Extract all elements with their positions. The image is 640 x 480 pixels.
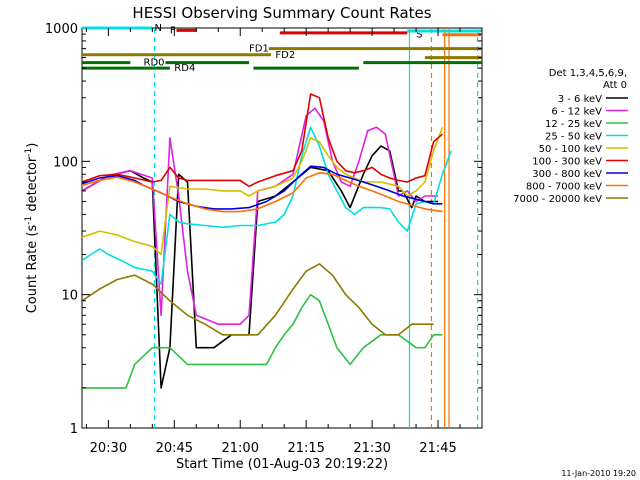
x-tick-label-5: 21:45 — [419, 441, 456, 456]
x-tick-label-2: 21:00 — [222, 441, 259, 456]
y-axis-label-part-0: Count Rate (s — [25, 225, 40, 314]
y-axis: 1 10 100 1000 — [45, 22, 482, 437]
series-line-3 — [82, 126, 452, 285]
flag-label-1: F — [170, 25, 176, 36]
plot-frame — [81, 27, 483, 429]
y-axis-label-part-2: detector — [25, 156, 40, 216]
series-line-6 — [82, 165, 443, 210]
x-axis: 20:30 20:45 21:00 21:15 21:30 21:45 — [85, 28, 483, 456]
series-line-8 — [82, 263, 434, 336]
flag-label-0: N — [155, 23, 162, 34]
flag-label-8: RD0 — [144, 58, 165, 69]
legend-header-0: Det 1,3,4,5,6,9, — [549, 68, 627, 79]
y-tick-label-0: 1 — [70, 422, 78, 437]
x-tick-label-0: 20:30 — [90, 441, 127, 456]
y-tick-label-3: 1000 — [45, 22, 78, 37]
series-line-2 — [82, 293, 443, 389]
x-tick-label-1: 20:45 — [156, 441, 193, 456]
footer-date: 11-Jan-2010 19:20 — [561, 469, 636, 478]
chart-title: HESSI Observing Summary Count Rates — [132, 4, 431, 22]
x-tick-label-4: 21:30 — [353, 441, 390, 456]
flag-label-5: FD1 — [249, 44, 269, 55]
y-axis-label-part-3: -1 — [24, 148, 34, 157]
legend-header-1: Att 0 — [603, 80, 627, 91]
y-tick-label-1: 10 — [61, 289, 78, 304]
series-line-7 — [82, 172, 443, 213]
flag-label-2: S — [416, 30, 422, 41]
legend-label-4: 50 - 100 keV — [539, 144, 603, 155]
legend-label-3: 25 - 50 keV — [545, 132, 602, 143]
series-line-5 — [82, 93, 443, 188]
y-axis-label-part-4: ) — [25, 143, 40, 148]
legend-label-8: 7000 - 20000 keV — [513, 194, 602, 205]
y-tick-label-2: 100 — [53, 155, 78, 170]
legend-label-2: 12 - 25 keV — [545, 119, 602, 130]
series-line-4 — [82, 127, 444, 256]
legend-label-0: 3 - 6 keV — [558, 94, 602, 105]
legend-label-7: 800 - 7000 keV — [526, 182, 602, 193]
x-tick-label-3: 21:15 — [287, 441, 324, 456]
flag-bars: N F S FD1 FD2 RD0 RD4 — [82, 23, 482, 74]
legend-label-1: 6 - 12 keV — [551, 107, 602, 118]
legend-label-6: 300 - 800 keV — [532, 169, 602, 180]
legend-label-5: 100 - 300 keV — [532, 157, 602, 168]
flag-label-11: RD4 — [174, 63, 195, 74]
series-line-1 — [82, 107, 438, 326]
x-axis-label: Start Time (01-Aug-03 20:19:22) — [176, 457, 388, 472]
y-axis-label-part-1: -1 — [24, 216, 34, 225]
plot-area — [82, 28, 479, 428]
legend: Det 1,3,4,5,6,9,Att 03 - 6 keV 6 - 12 keV… — [513, 68, 628, 205]
y-axis-label: Count Rate (s-1 detector-1) — [24, 143, 40, 314]
flag-label-6: FD2 — [275, 50, 295, 61]
